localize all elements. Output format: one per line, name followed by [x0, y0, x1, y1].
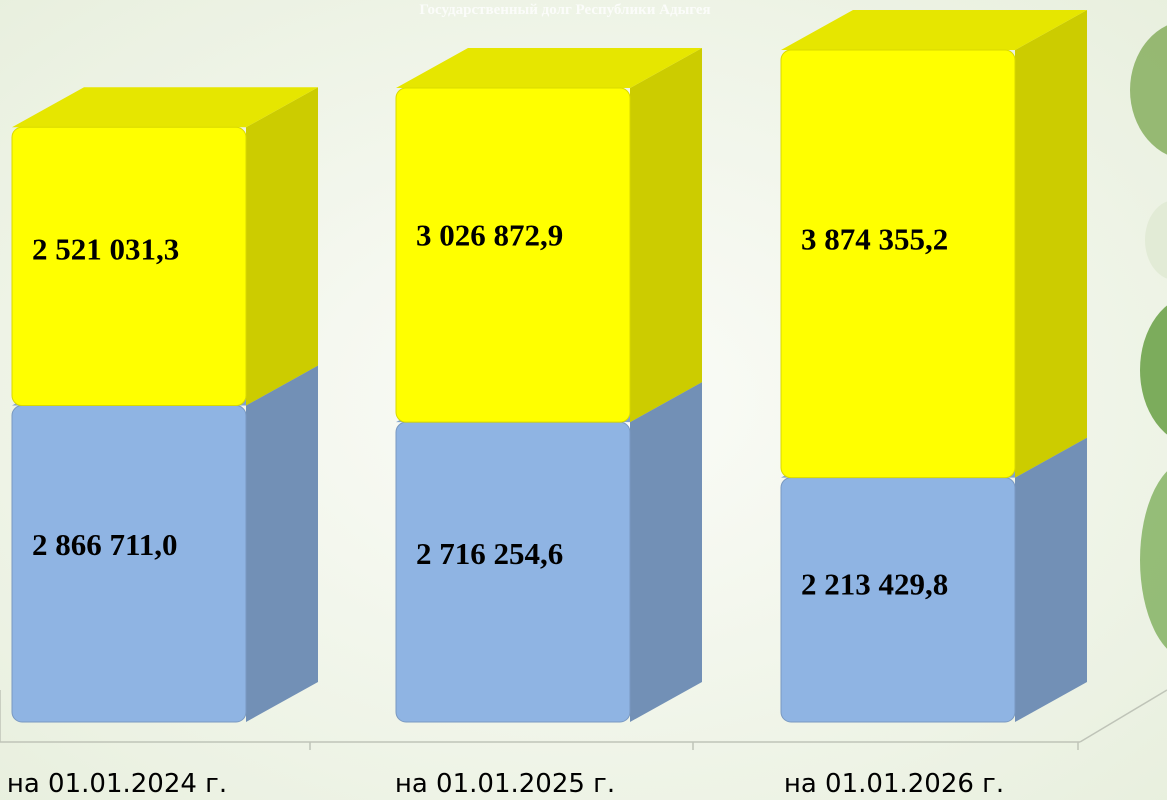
value-label: 2 866 711,0 [32, 527, 178, 562]
value-label: 2 213 429,8 [801, 567, 948, 602]
bar-side [630, 382, 702, 722]
bar-segment: 2 716 254,6 [395, 382, 702, 723]
bar-segment: 2 521 031,3 [11, 87, 318, 407]
bar-side [1015, 10, 1087, 478]
value-label: 2 716 254,6 [416, 536, 563, 571]
decoration [1140, 305, 1167, 435]
bar [395, 421, 631, 723]
bar [11, 405, 247, 723]
bar [780, 49, 1016, 479]
bar-segment: 3 874 355,2 [780, 10, 1087, 479]
decoration [1145, 201, 1167, 279]
bar-segment: 2 213 429,8 [780, 437, 1087, 723]
bar [395, 87, 631, 423]
bar-side [1015, 437, 1087, 722]
bar-side [246, 87, 318, 406]
bar-top [12, 87, 318, 128]
value-label: 3 026 872,9 [416, 218, 563, 253]
bar-top [396, 48, 702, 89]
decoration [1130, 25, 1167, 155]
x-tick-label: на 01.01.2026 г. [784, 769, 1004, 799]
x-tick-label: на 01.01.2024 г. [7, 769, 227, 799]
bar-side [246, 365, 318, 722]
bar-top [781, 10, 1087, 50]
bar-segment: 2 866 711,0 [11, 365, 318, 723]
x-tick-label: на 01.01.2025 г. [395, 769, 615, 799]
value-label: 2 521 031,3 [32, 232, 179, 267]
floor [0, 689, 1167, 750]
bar-side [630, 48, 702, 423]
chart-title: Государственный долг Республики Адыгея [419, 2, 710, 18]
bar-segment: 3 026 872,9 [395, 48, 702, 423]
decoration [1140, 471, 1167, 649]
bar [11, 126, 247, 407]
value-label: 3 874 355,2 [801, 222, 948, 257]
